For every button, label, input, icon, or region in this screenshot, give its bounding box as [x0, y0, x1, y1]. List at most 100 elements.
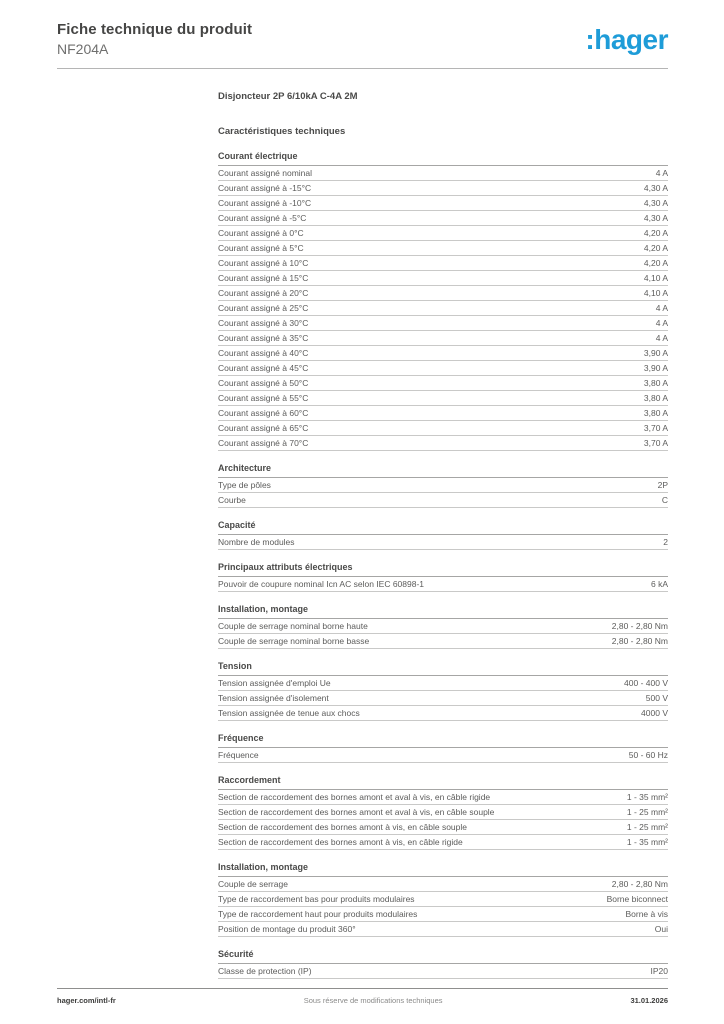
- table-row: Pouvoir de coupure nominal Icn AC selon …: [218, 577, 668, 592]
- section-title: Installation, montage: [218, 604, 668, 619]
- table-row: Section de raccordement des bornes amont…: [218, 790, 668, 805]
- page-footer: hager.com/intl-fr Sous réserve de modifi…: [57, 996, 668, 1005]
- characteristics-heading: Caractéristiques techniques: [218, 126, 346, 137]
- table-row: Courant assigné à 15°C 4,10 A: [218, 271, 668, 286]
- row-value: 1 - 25 mm²: [626, 822, 668, 832]
- row-value: 4,10 A: [643, 273, 668, 283]
- row-label: Courant assigné à 15°C: [218, 273, 309, 283]
- row-label: Section de raccordement des bornes amont…: [218, 822, 468, 832]
- spec-section: Installation, montage Couple de serrage 2,…: [218, 862, 668, 937]
- row-value: 1 - 35 mm²: [626, 837, 668, 847]
- row-label: Type de raccordement bas pour produits m…: [218, 894, 415, 904]
- row-value: Borne à vis: [625, 909, 668, 919]
- section-title: Architecture: [218, 463, 668, 478]
- spec-section: Capacité Nombre de modules 2: [218, 520, 668, 550]
- row-value: 3,70 A: [643, 423, 668, 433]
- row-label: Section de raccordement des bornes amont…: [218, 807, 495, 817]
- row-value: 4,10 A: [643, 288, 668, 298]
- table-row: Courant assigné à 20°C 4,10 A: [218, 286, 668, 301]
- row-value: Borne biconnect: [606, 894, 668, 904]
- row-label: Courant assigné à 10°C: [218, 258, 309, 268]
- table-row: Courant assigné à 60°C 3,80 A: [218, 406, 668, 421]
- row-label: Section de raccordement des bornes amont…: [218, 837, 463, 847]
- row-value: 4 A: [655, 333, 668, 343]
- table-row: Courant assigné à 0°C 4,20 A: [218, 226, 668, 241]
- row-label: Courant assigné à 25°C: [218, 303, 309, 313]
- table-row: Fréquence 50 - 60 Hz: [218, 748, 668, 763]
- row-label: Fréquence: [218, 750, 259, 760]
- table-row: Courant assigné à 30°C 4 A: [218, 316, 668, 331]
- section-title: Sécurité: [218, 949, 668, 964]
- table-row: Courant assigné à 10°C 4,20 A: [218, 256, 668, 271]
- row-value: 3,70 A: [643, 438, 668, 448]
- footer-website: hager.com/intl-fr: [57, 996, 116, 1005]
- row-label: Position de montage du produit 360°: [218, 924, 356, 934]
- footer-date: 31.01.2026: [630, 996, 668, 1005]
- row-label: Courant assigné à 5°C: [218, 243, 304, 253]
- table-row: Courant assigné à 25°C 4 A: [218, 301, 668, 316]
- row-value: 6 kA: [650, 579, 668, 589]
- row-label: Courant assigné à 50°C: [218, 378, 309, 388]
- row-value: 1 - 35 mm²: [626, 792, 668, 802]
- table-row: Section de raccordement des bornes amont…: [218, 820, 668, 835]
- row-value: 4,20 A: [643, 258, 668, 268]
- table-row: Courant assigné à -10°C 4,30 A: [218, 196, 668, 211]
- row-value: 4,20 A: [643, 228, 668, 238]
- table-row: Couple de serrage nominal borne haute 2,8…: [218, 619, 668, 634]
- row-label: Courant assigné à 35°C: [218, 333, 309, 343]
- spec-sections: Courant électrique Courant assigné nomina…: [218, 151, 668, 979]
- table-row: Position de montage du produit 360° Oui: [218, 922, 668, 937]
- row-label: Nombre de modules: [218, 537, 295, 547]
- row-value: 1 - 25 mm²: [626, 807, 668, 817]
- section-title: Courant électrique: [218, 151, 668, 166]
- row-label: Courant assigné à -10°C: [218, 198, 312, 208]
- table-row: Type de raccordement haut pour produits …: [218, 907, 668, 922]
- table-row: Section de raccordement des bornes amont…: [218, 805, 668, 820]
- row-value: 4,30 A: [643, 183, 668, 193]
- section-title: Principaux attributs électriques: [218, 562, 668, 577]
- row-label: Courbe: [218, 495, 246, 505]
- row-value: C: [661, 495, 668, 505]
- section-title: Installation, montage: [218, 862, 668, 877]
- row-label: Courant assigné à 40°C: [218, 348, 309, 358]
- section-title: Raccordement: [218, 775, 668, 790]
- row-value: Oui: [654, 924, 668, 934]
- row-label: Courant assigné à -15°C: [218, 183, 312, 193]
- header-divider: [57, 68, 668, 69]
- spec-section: Sécurité Classe de protection (IP) IP20: [218, 949, 668, 979]
- page-header: Fiche technique du produit NF204A :hager: [57, 21, 668, 57]
- table-row: Courant assigné à 45°C 3,90 A: [218, 361, 668, 376]
- row-value: 4,30 A: [643, 198, 668, 208]
- spec-section: Courant électrique Courant assigné nomina…: [218, 151, 668, 451]
- spec-section: Raccordement Section de raccordement des …: [218, 775, 668, 850]
- footer-divider: [57, 988, 668, 989]
- table-row: Courant assigné à -15°C 4,30 A: [218, 181, 668, 196]
- row-value: 3,80 A: [643, 393, 668, 403]
- table-row: Courant assigné à 40°C 3,90 A: [218, 346, 668, 361]
- table-row: Classe de protection (IP) IP20: [218, 964, 668, 979]
- product-name: Disjoncteur 2P 6/10kA C-4A 2M: [218, 91, 358, 102]
- table-row: Courbe C: [218, 493, 668, 508]
- table-row: Type de pôles 2P: [218, 478, 668, 493]
- table-row: Section de raccordement des bornes amont…: [218, 835, 668, 850]
- row-value: 2P: [657, 480, 668, 490]
- row-label: Section de raccordement des bornes amont…: [218, 792, 491, 802]
- row-label: Couple de serrage nominal borne haute: [218, 621, 368, 631]
- row-value: 2,80 - 2,80 Nm: [611, 621, 668, 631]
- section-title: Tension: [218, 661, 668, 676]
- row-value: 3,90 A: [643, 348, 668, 358]
- table-row: Tension assignée d'isolement 500 V: [218, 691, 668, 706]
- row-value: 3,80 A: [643, 378, 668, 388]
- table-row: Courant assigné à 50°C 3,80 A: [218, 376, 668, 391]
- spec-section: Fréquence Fréquence 50 - 60 Hz: [218, 733, 668, 763]
- row-label: Tension assignée d'emploi Ue: [218, 678, 331, 688]
- row-value: 3,90 A: [643, 363, 668, 373]
- hager-logo: :hager: [585, 24, 668, 55]
- table-row: Courant assigné à 5°C 4,20 A: [218, 241, 668, 256]
- spec-section: Architecture Type de pôles 2P Courbe C: [218, 463, 668, 508]
- row-label: Type de raccordement haut pour produits …: [218, 909, 418, 919]
- row-label: Courant assigné à 30°C: [218, 318, 309, 328]
- row-label: Courant assigné à 20°C: [218, 288, 309, 298]
- row-value: IP20: [650, 966, 669, 976]
